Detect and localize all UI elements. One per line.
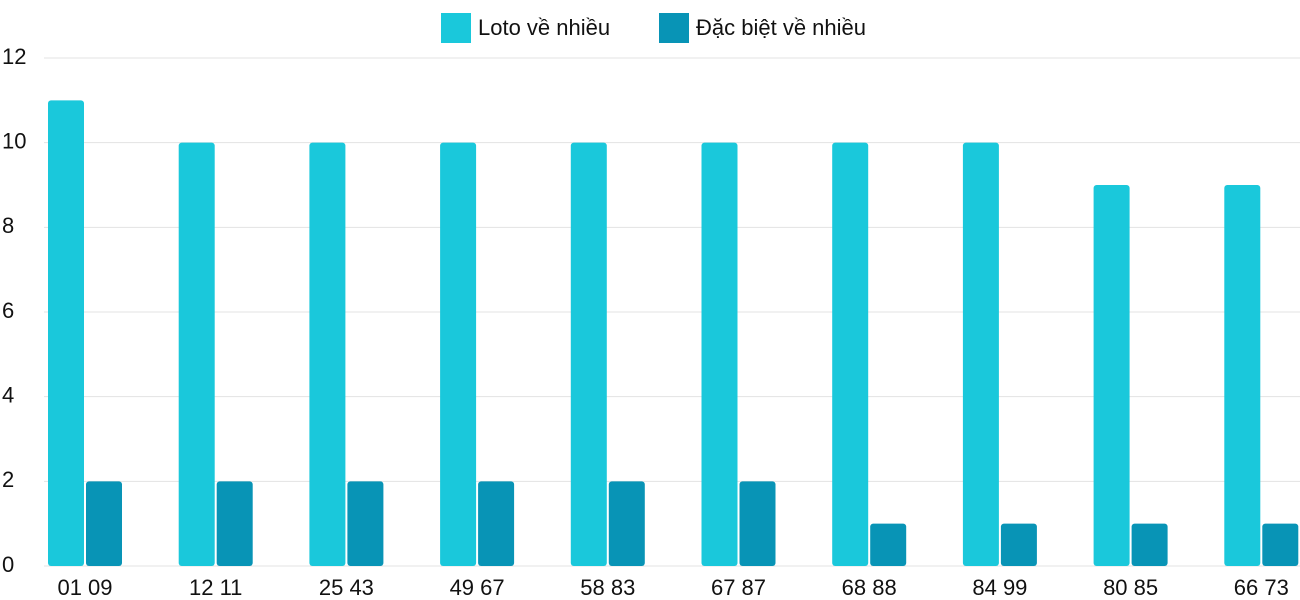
y-tick-label: 8 [2, 213, 14, 238]
bar [870, 523, 907, 566]
bar [570, 142, 607, 566]
legend-swatch [659, 13, 689, 43]
bar [48, 100, 84, 566]
bar [1000, 523, 1037, 566]
x-tick-label: 66 73 [1234, 575, 1289, 600]
y-tick-label: 4 [2, 382, 14, 407]
bar [1224, 185, 1261, 566]
bar [178, 142, 215, 566]
x-tick-label: 49 67 [450, 575, 505, 600]
legend-label: Đặc biệt về nhiều [696, 15, 866, 40]
bar [962, 142, 999, 566]
legend-label: Loto về nhiều [478, 15, 610, 40]
x-tick-label: 80 85 [1103, 575, 1158, 600]
x-tick-label: 01 09 [57, 575, 112, 600]
x-tick-label: 58 83 [580, 575, 635, 600]
x-tick-label: 12 11 [189, 575, 242, 600]
y-tick-label: 2 [2, 467, 14, 492]
bar [832, 142, 869, 566]
x-tick-label: 84 99 [972, 575, 1027, 600]
x-tick-label: 68 88 [842, 575, 897, 600]
y-tick-label: 12 [2, 44, 26, 69]
x-tick-label: 67 87 [711, 575, 766, 600]
bar [347, 481, 384, 566]
bar [1131, 523, 1168, 566]
x-tick-label: 25 43 [319, 575, 374, 600]
y-tick-label: 0 [2, 552, 14, 577]
bar [309, 142, 346, 566]
legend-swatch [441, 13, 471, 43]
bar [478, 481, 515, 566]
bar [608, 481, 645, 566]
bar [440, 142, 477, 566]
bar [701, 142, 738, 566]
y-tick-label: 10 [2, 128, 26, 153]
bar [1262, 523, 1299, 566]
y-tick-label: 6 [2, 298, 14, 323]
bar [86, 481, 122, 566]
bar [216, 481, 253, 566]
bar [739, 481, 776, 566]
bar [1093, 185, 1130, 566]
